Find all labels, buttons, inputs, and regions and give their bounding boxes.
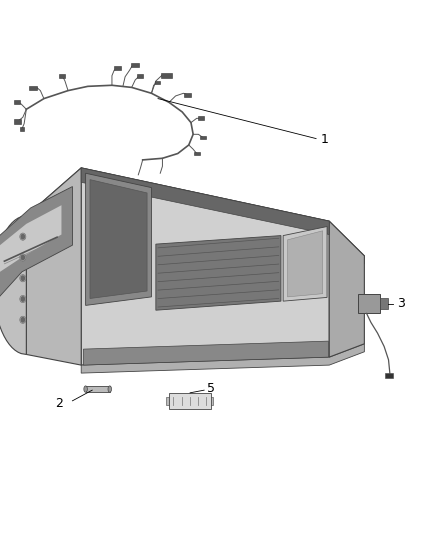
Ellipse shape (108, 386, 111, 392)
Circle shape (20, 275, 25, 281)
Polygon shape (81, 168, 328, 235)
Bar (385, 373, 392, 378)
Bar (20, 127, 24, 131)
Polygon shape (0, 187, 72, 298)
Bar (14, 119, 21, 124)
Bar (379, 298, 387, 309)
Ellipse shape (84, 386, 87, 392)
Circle shape (20, 233, 25, 240)
Bar (85, 386, 110, 392)
Circle shape (20, 317, 25, 323)
Bar (136, 74, 142, 77)
Polygon shape (81, 168, 328, 365)
Text: 1: 1 (320, 133, 328, 146)
Bar (166, 397, 171, 405)
Text: 3: 3 (396, 297, 404, 310)
Circle shape (20, 254, 25, 261)
Bar (193, 152, 199, 156)
Bar (114, 66, 121, 70)
Bar (154, 80, 159, 84)
Polygon shape (283, 227, 326, 301)
Polygon shape (0, 205, 61, 272)
Bar (357, 294, 379, 313)
Polygon shape (83, 341, 328, 365)
Polygon shape (287, 231, 322, 297)
Polygon shape (90, 180, 147, 298)
Polygon shape (155, 236, 280, 310)
Bar (29, 86, 37, 90)
Polygon shape (81, 344, 364, 373)
Polygon shape (26, 168, 81, 365)
Circle shape (20, 296, 25, 302)
Polygon shape (328, 221, 364, 357)
Bar (59, 74, 65, 78)
Bar (198, 116, 204, 120)
Polygon shape (85, 173, 151, 305)
Bar (208, 397, 213, 405)
Bar (14, 100, 20, 104)
Bar (199, 135, 205, 139)
Polygon shape (0, 216, 26, 354)
Bar (184, 93, 191, 97)
Polygon shape (26, 168, 364, 264)
Bar (161, 73, 172, 78)
Bar (169, 393, 210, 409)
Text: 2: 2 (55, 397, 63, 410)
Bar (131, 63, 139, 67)
Text: 5: 5 (207, 382, 215, 394)
